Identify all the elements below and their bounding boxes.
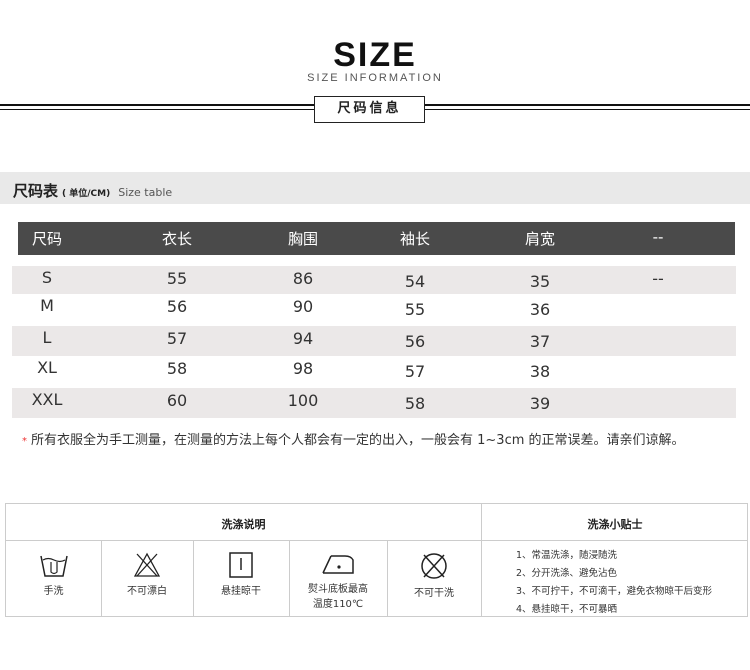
table-cell: S — [41, 268, 53, 287]
table-cell: 58 — [404, 394, 426, 413]
table-cell: XL — [37, 358, 57, 377]
table-cell: XXL — [31, 390, 63, 409]
care-label: 悬挂晾干 — [221, 586, 261, 597]
divider-left — [0, 104, 314, 106]
table-cell: 37 — [529, 332, 551, 351]
section-unit: ( 单位/CM) — [62, 189, 111, 199]
section-title-text: 尺码表 — [13, 182, 59, 200]
table-cell: 55 — [166, 269, 188, 288]
column-header: 袖长 — [399, 230, 431, 248]
column-header: 胸围 — [287, 230, 319, 248]
no-dry-clean-icon — [421, 553, 447, 579]
table-cell: 86 — [292, 269, 314, 288]
section-title: 尺码表( 单位/CM) Size table — [13, 180, 172, 201]
table-cell: 36 — [529, 300, 551, 319]
table-row: M 56 90 55 36 — [12, 294, 736, 326]
care-label: 不可干洗 — [414, 588, 454, 599]
care-label: 熨斗底板最高 — [308, 584, 368, 595]
column-header: 尺码 — [31, 230, 63, 248]
no-bleach-icon — [133, 552, 161, 577]
section-en: Size table — [118, 186, 173, 199]
hand-wash-icon — [39, 555, 68, 577]
table-cell: 38 — [529, 362, 551, 381]
care-label: 不可漂白 — [127, 586, 167, 597]
table-cell: 54 — [404, 272, 426, 291]
page-title: SIZE — [333, 36, 417, 74]
measurement-note: * 所有衣服全为手工测量，在测量的方法上每个人都会有一定的出入，一般会有 1~3c… — [22, 429, 685, 448]
table-cell: 60 — [166, 391, 188, 410]
care-instructions-title: 洗涤说明 — [221, 518, 266, 531]
note-text: 所有衣服全为手工测量，在测量的方法上每个人都会有一定的出入，一般会有 1~3cm… — [31, 433, 685, 448]
care-tips-title: 洗涤小贴士 — [587, 518, 643, 531]
section-badge: 尺码信息 — [314, 96, 425, 123]
table-cell: 35 — [529, 272, 551, 291]
care-label: 手洗 — [43, 586, 64, 597]
table-cell: M — [40, 296, 54, 315]
care-item-hang-dry: 悬挂晾干 — [193, 546, 289, 597]
care-item-no-dry-clean: 不可干洗 — [387, 546, 481, 599]
table-cell: 58 — [166, 359, 188, 378]
page-subtitle: SIZE INFORMATION — [307, 72, 443, 84]
care-item-iron: 熨斗底板最高 温度110℃ — [289, 544, 387, 610]
table-cell: 90 — [292, 297, 314, 316]
iron-icon — [322, 555, 354, 574]
care-label-2: 温度110℃ — [312, 599, 364, 610]
table-header: 尺码 衣长 胸围 袖长 肩宽 -- — [18, 222, 735, 255]
section-bar — [0, 172, 750, 204]
divider-right-thin — [425, 109, 750, 110]
table-row: L 57 94 56 37 — [12, 326, 736, 356]
table-cell: 57 — [166, 329, 188, 348]
table-row: XL 58 98 57 38 — [12, 356, 736, 388]
table-row: S 55 86 54 35 -- — [12, 266, 736, 294]
care-item-hand-wash: 手洗 — [6, 546, 101, 597]
table-cell: 94 — [292, 329, 314, 348]
care-item-no-bleach: 不可漂白 — [101, 546, 193, 597]
care-tip: 4、悬挂晾干，不可暴晒 — [516, 604, 618, 615]
divider-right — [425, 104, 750, 106]
care-tip: 2、分开洗涤、避免沾色 — [516, 568, 618, 579]
table-cell: 39 — [529, 394, 551, 413]
table-row: XXL 60 100 58 39 — [12, 388, 736, 418]
column-header: -- — [652, 228, 664, 246]
table-cell: 98 — [292, 359, 314, 378]
care-tip: 3、不可拧干，不可滴干，避免衣物晾干后变形 — [516, 586, 713, 597]
table-cell: 57 — [404, 362, 426, 381]
table-cell: -- — [652, 269, 664, 288]
table-cell: 100 — [287, 391, 319, 410]
hang-dry-icon — [229, 552, 253, 578]
care-panel: 洗涤说明 洗涤小贴士 手洗 不可漂白 悬挂晾干 熨斗底板最高 温度110℃ 不可… — [5, 503, 748, 617]
table-cell: L — [42, 328, 52, 347]
care-tip: 1、常温洗涤，随浸随洗 — [516, 550, 618, 561]
divider-left-thin — [0, 109, 314, 110]
table-cell: 56 — [404, 332, 426, 351]
column-header: 衣长 — [161, 230, 193, 248]
table-cell: 56 — [166, 297, 188, 316]
column-header: 肩宽 — [524, 230, 556, 248]
star-icon: * — [22, 436, 27, 447]
table-cell: 55 — [404, 300, 426, 319]
